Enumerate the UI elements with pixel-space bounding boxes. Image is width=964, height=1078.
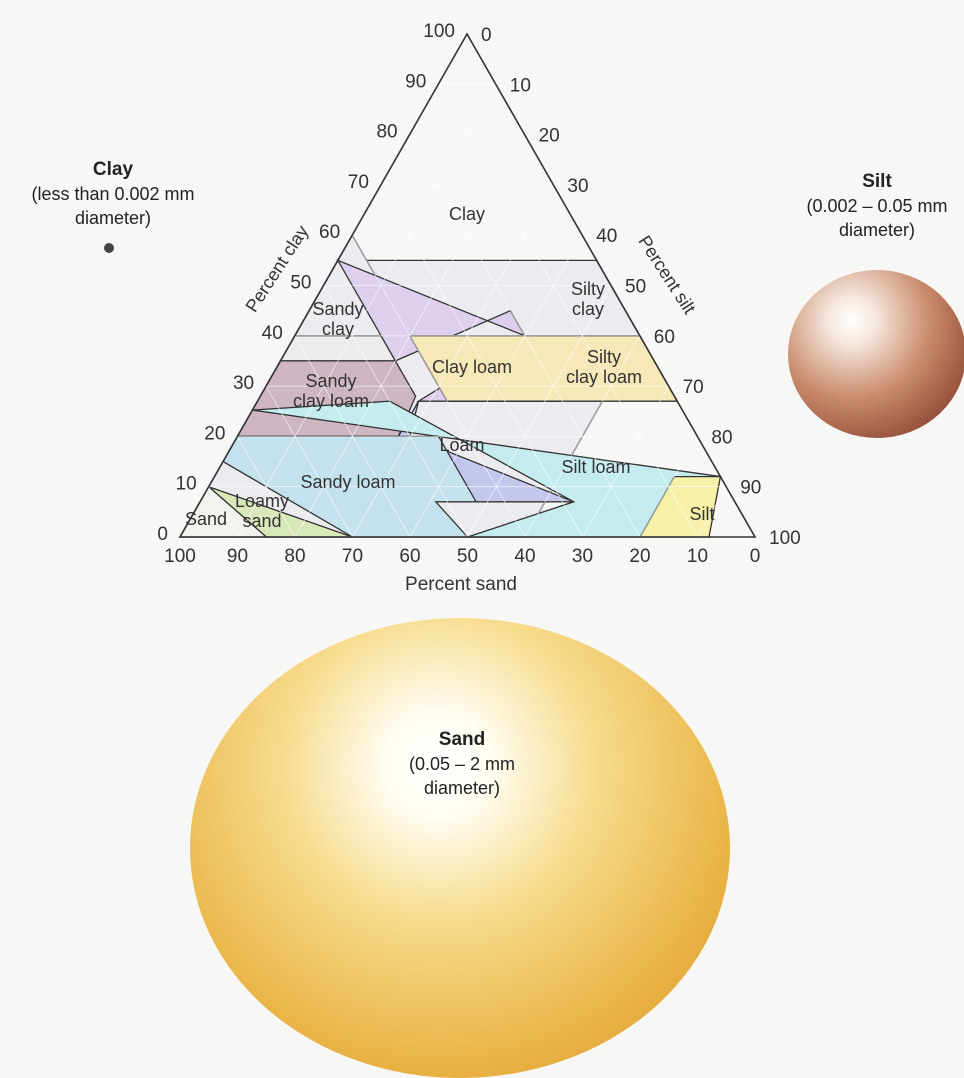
sand-particle-size-unit: diameter) xyxy=(423,778,501,798)
region-label-silty-clay-loam: Silty xyxy=(587,347,621,367)
silt-tick-label: 100 xyxy=(769,528,801,549)
clay-particle-label: Clay (less than 0.002 mm diameter) xyxy=(4,158,222,230)
sand-particle-label: Sand (0.05 – 2 mm diameter) xyxy=(362,728,562,800)
gridline xyxy=(352,184,554,538)
silt-particle-size: (0.002 – 0.05 mm xyxy=(806,196,948,216)
gridline xyxy=(467,285,612,538)
silt-tick-label: 20 xyxy=(539,126,560,147)
clay-particle-dot xyxy=(104,243,114,253)
silt-tick-label: 40 xyxy=(596,226,617,247)
silt-tick-label: 90 xyxy=(740,478,761,499)
silt-tick-label: 30 xyxy=(567,176,588,197)
gridline xyxy=(380,184,583,538)
silt-particle-label: Silt (0.002 – 0.05 mm diameter) xyxy=(786,170,964,242)
axis-label-percent-silt: Percent silt xyxy=(634,232,699,318)
gridline xyxy=(524,335,641,538)
clay-tick-label: 60 xyxy=(319,222,340,243)
triangle-gridlines xyxy=(208,83,727,538)
sand-tick-label: 0 xyxy=(750,546,761,567)
sand-tick-label: 30 xyxy=(572,546,593,567)
sand-tick-label: 90 xyxy=(227,546,248,567)
region-label-clay: Clay xyxy=(449,204,485,224)
region-label-sand: Sand xyxy=(185,509,227,529)
region-label-sandy-clay-loam: Sandy xyxy=(305,371,356,391)
silt-tick-label: 50 xyxy=(625,277,646,298)
region-label-silt: Silt xyxy=(689,504,714,524)
gridline xyxy=(294,335,411,538)
region-label-sandy-clay: Sandy xyxy=(312,299,363,319)
sand-tick-label: 40 xyxy=(514,546,535,567)
sand-tick-label: 20 xyxy=(629,546,650,567)
clay-tick-label: 30 xyxy=(233,373,254,394)
clay-tick-label: 0 xyxy=(157,524,168,545)
region-label-silty-clay: Silty xyxy=(571,279,605,299)
sand-tick-label: 50 xyxy=(457,546,478,567)
clay-tick-label: 70 xyxy=(348,172,369,193)
clay-tick-label: 100 xyxy=(423,21,455,42)
region-label-sandy-clay-loam: clay loam xyxy=(293,391,369,411)
silt-tick-label: 60 xyxy=(654,327,675,348)
clay-particle-size: (less than 0.002 mm xyxy=(31,184,195,204)
clay-tick-label: 50 xyxy=(290,273,311,294)
clay-tick-label: 80 xyxy=(376,122,397,143)
region-label-sandy-clay: clay xyxy=(322,319,354,339)
silt-tick-label: 0 xyxy=(481,25,492,46)
gridline xyxy=(237,436,296,538)
gridline xyxy=(437,84,698,538)
clay-tick-label: 40 xyxy=(262,323,283,344)
sand-tick-label: 70 xyxy=(342,546,363,567)
gridline xyxy=(237,84,497,538)
region-label-sandy-loam: Sandy loam xyxy=(300,472,395,492)
gridline xyxy=(265,385,353,538)
clay-tick-label: 20 xyxy=(204,423,225,444)
region-label-silty-clay-loam: clay loam xyxy=(566,367,642,387)
silt-particle-illustration xyxy=(788,270,964,438)
silt-tick-label: 70 xyxy=(683,377,704,398)
clay-particle-size-unit: diameter) xyxy=(74,208,152,228)
silt-tick-label: 10 xyxy=(510,75,531,96)
gridline xyxy=(697,486,727,538)
silt-particle-title: Silt xyxy=(862,171,892,192)
axis-label-percent-clay: Percent clay xyxy=(242,222,313,316)
silt-tick-label: 80 xyxy=(711,427,732,448)
region-label-loamy-sand: Loamy xyxy=(235,491,289,511)
sand-tick-label: 60 xyxy=(399,546,420,567)
region-label-clay-loam: Clay loam xyxy=(432,357,512,377)
sand-particle-size: (0.05 – 2 mm xyxy=(408,754,516,774)
region-label-loamy-sand: sand xyxy=(242,511,281,531)
sand-tick-label: 100 xyxy=(164,546,196,567)
region-label-silt-loam: Silt loam xyxy=(561,457,630,477)
clay-tick-label: 90 xyxy=(405,71,426,92)
gridline xyxy=(208,486,238,538)
silt-particle-size-unit: diameter) xyxy=(838,220,916,240)
clay-tick-label: 10 xyxy=(176,474,197,495)
sand-tick-label: 80 xyxy=(284,546,305,567)
gridline xyxy=(582,385,669,538)
gridline xyxy=(323,285,468,538)
triangle-outline xyxy=(178,32,757,538)
region-label-loam: Loam xyxy=(439,435,484,455)
gridline xyxy=(639,436,698,538)
sand-particle-title: Sand xyxy=(438,729,486,750)
clay-particle-title: Clay xyxy=(92,159,134,180)
sand-tick-label: 10 xyxy=(687,546,708,567)
region-label-silty-clay: clay xyxy=(572,299,604,319)
axis-label-percent-sand: Percent sand xyxy=(405,574,517,595)
